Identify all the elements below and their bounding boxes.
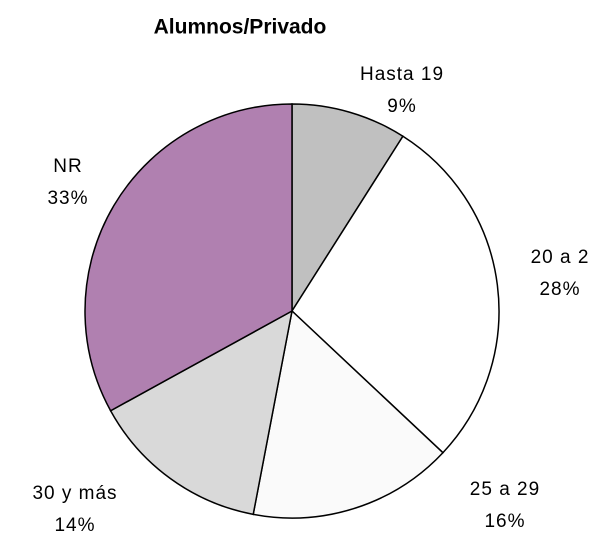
slice-label: 20 a 2 xyxy=(531,247,590,268)
slice-label: NR xyxy=(53,156,82,177)
slice-label: 30 y más xyxy=(32,483,117,504)
slice-value-label: 14% xyxy=(54,515,95,536)
pie-slice xyxy=(84,103,293,412)
chart-title: Alumnos/Privado xyxy=(154,16,327,39)
slice-value-label: 9% xyxy=(387,96,416,117)
pie-slice xyxy=(291,135,500,454)
slice-value-label: 33% xyxy=(47,188,88,209)
slice-value-label: 28% xyxy=(539,279,580,300)
slice-label: 25 a 29 xyxy=(470,479,540,500)
pie-slice xyxy=(252,309,444,519)
pie-slice xyxy=(291,103,404,314)
slice-value-label: 16% xyxy=(484,511,525,532)
pie-slice xyxy=(109,309,294,516)
slice-label: Hasta 19 xyxy=(360,64,444,85)
